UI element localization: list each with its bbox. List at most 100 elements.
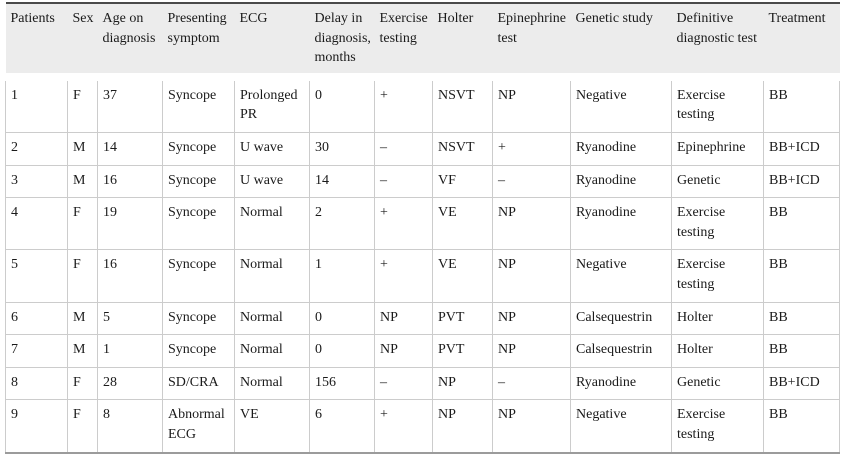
table-cell: Syncope bbox=[162, 197, 235, 251]
table-cell: NSVT bbox=[432, 131, 493, 166]
table-cell: 5 bbox=[97, 301, 163, 336]
table-cell: 9 bbox=[5, 399, 68, 453]
table-cell: F bbox=[67, 76, 98, 133]
table-cell: PVT bbox=[432, 334, 493, 368]
table-row: 3 M 16 Syncope U wave 14– VF – Ryanodine Genetic B… bbox=[5, 164, 840, 199]
column-header: Genetic study bbox=[570, 3, 672, 77]
table-cell: Syncope bbox=[162, 249, 235, 303]
table-cell: 2 bbox=[5, 131, 68, 166]
table-cell: BB bbox=[763, 76, 840, 133]
table-cell: 14 bbox=[97, 131, 163, 166]
table-cell: + bbox=[374, 249, 433, 303]
column-header: ECG bbox=[234, 3, 310, 77]
table-cell: 1 bbox=[5, 76, 68, 133]
table-cell: Normal bbox=[234, 301, 310, 336]
table-cell: 156 bbox=[309, 366, 375, 401]
table-cell: – bbox=[374, 366, 433, 401]
table-cell: Calsequestrin bbox=[570, 301, 672, 336]
table-cell: VE bbox=[234, 399, 310, 453]
table-cell: 37 bbox=[97, 76, 163, 133]
table-cell: BB bbox=[763, 399, 840, 453]
column-header: Definitive diagnostic test bbox=[671, 3, 764, 77]
table-cell: 0 bbox=[309, 334, 375, 368]
table-cell: Ryanodine bbox=[570, 366, 672, 401]
table-cell: + bbox=[374, 197, 433, 251]
table-cell: VE bbox=[432, 197, 493, 251]
table-cell: Prolonged PR bbox=[234, 76, 310, 133]
table-cell: 4 bbox=[5, 197, 68, 251]
table-row: 6 M 5 Syncope Normal 0 NP PVT NP Calsequestrin Hol… bbox=[5, 301, 840, 336]
table-cell: 5 bbox=[5, 249, 68, 303]
table-cell: 6 bbox=[309, 399, 375, 453]
table-cell: VF bbox=[432, 164, 493, 199]
table-cell: 16 bbox=[97, 249, 163, 303]
table-row: 4 F 19 Syncope Normal 2 + VE NP Ryanodine Exercise… bbox=[5, 197, 840, 251]
table-cell: 1 bbox=[309, 249, 375, 303]
table-cell: PVT bbox=[432, 301, 493, 336]
table-row: 7 M 1 Syncope Normal 0 NP PVT NP Calsequestrin Hol… bbox=[5, 334, 840, 368]
table-cell: F bbox=[67, 197, 98, 251]
table-cell: M bbox=[67, 131, 98, 166]
table-cell: F bbox=[67, 366, 98, 401]
table-cell: – bbox=[492, 366, 571, 401]
table-cell: BB+ICD bbox=[763, 131, 840, 166]
table-row: 2 M 14 Syncope U wave 30– NSVT + Ryanodine Epinep… bbox=[5, 131, 840, 166]
table-cell: 8 bbox=[97, 399, 163, 453]
table-cell: – bbox=[374, 164, 433, 199]
table-cell: Negative bbox=[570, 76, 672, 133]
table-cell: U wave bbox=[234, 131, 310, 166]
table-cell: M bbox=[67, 334, 98, 368]
table-cell: 6 bbox=[5, 301, 68, 336]
table-cell: NP bbox=[374, 334, 433, 368]
table-cell: Ryanodine bbox=[570, 197, 672, 251]
table-cell: Genetic bbox=[671, 164, 764, 199]
table-cell: 16 bbox=[97, 164, 163, 199]
table-row: 1 F 37 Syncope Prolonged PR 0 + NSVT NP Negative E… bbox=[5, 76, 840, 133]
table-cell: Syncope bbox=[162, 131, 235, 166]
table-cell: Syncope bbox=[162, 76, 235, 133]
table-cell: Holter bbox=[671, 301, 764, 336]
column-header: Delay in diagnosis, months bbox=[309, 3, 375, 77]
column-header: Age on diagnosis bbox=[97, 3, 163, 77]
table-cell: 0 bbox=[309, 76, 375, 133]
table-cell: U wave bbox=[234, 164, 310, 199]
table-cell: Negative bbox=[570, 249, 672, 303]
table-row: 9 F 8 Abnormal ECG VE 6 + NP NP Negative Exercise … bbox=[5, 399, 840, 453]
table-cell: + bbox=[374, 399, 433, 453]
table-cell: Exercise testing bbox=[671, 76, 764, 133]
table-cell: VE bbox=[432, 249, 493, 303]
column-header: Sex bbox=[67, 3, 98, 77]
table-cell: Normal bbox=[234, 249, 310, 303]
table-cell: 2 bbox=[309, 197, 375, 251]
table-cell: BB+ICD bbox=[763, 366, 840, 401]
table-row: 8 F 28 SD/CRA Normal 156– NP – Ryanodine Genetic B… bbox=[5, 366, 840, 401]
table-cell: – bbox=[374, 131, 433, 166]
table-cell: NP bbox=[432, 366, 493, 401]
table-cell: NP bbox=[492, 334, 571, 368]
column-header: Treatment bbox=[763, 3, 840, 77]
table-cell: Syncope bbox=[162, 164, 235, 199]
column-header: Holter bbox=[432, 3, 493, 77]
table-cell: NP bbox=[492, 399, 571, 453]
table-cell: BB bbox=[763, 197, 840, 251]
column-header: Exercise testing bbox=[374, 3, 433, 77]
table-cell: + bbox=[374, 76, 433, 133]
table-cell: BB bbox=[763, 249, 840, 303]
table-cell: SD/CRA bbox=[162, 366, 235, 401]
table-cell: Normal bbox=[234, 334, 310, 368]
table-cell: Normal bbox=[234, 366, 310, 401]
table-cell: Epinephrine bbox=[671, 131, 764, 166]
table-cell: NP bbox=[432, 399, 493, 453]
column-header: Patients bbox=[5, 3, 68, 77]
table-cell: M bbox=[67, 301, 98, 336]
table-cell: + bbox=[492, 131, 571, 166]
table-cell: Syncope bbox=[162, 334, 235, 368]
table-cell: 1 bbox=[97, 334, 163, 368]
table-cell: 8 bbox=[5, 366, 68, 401]
table-cell: 7 bbox=[5, 334, 68, 368]
table-cell: BB+ICD bbox=[763, 164, 840, 199]
table-cell: 19 bbox=[97, 197, 163, 251]
table-cell: NP bbox=[374, 301, 433, 336]
table-cell: Exercise testing bbox=[671, 249, 764, 303]
